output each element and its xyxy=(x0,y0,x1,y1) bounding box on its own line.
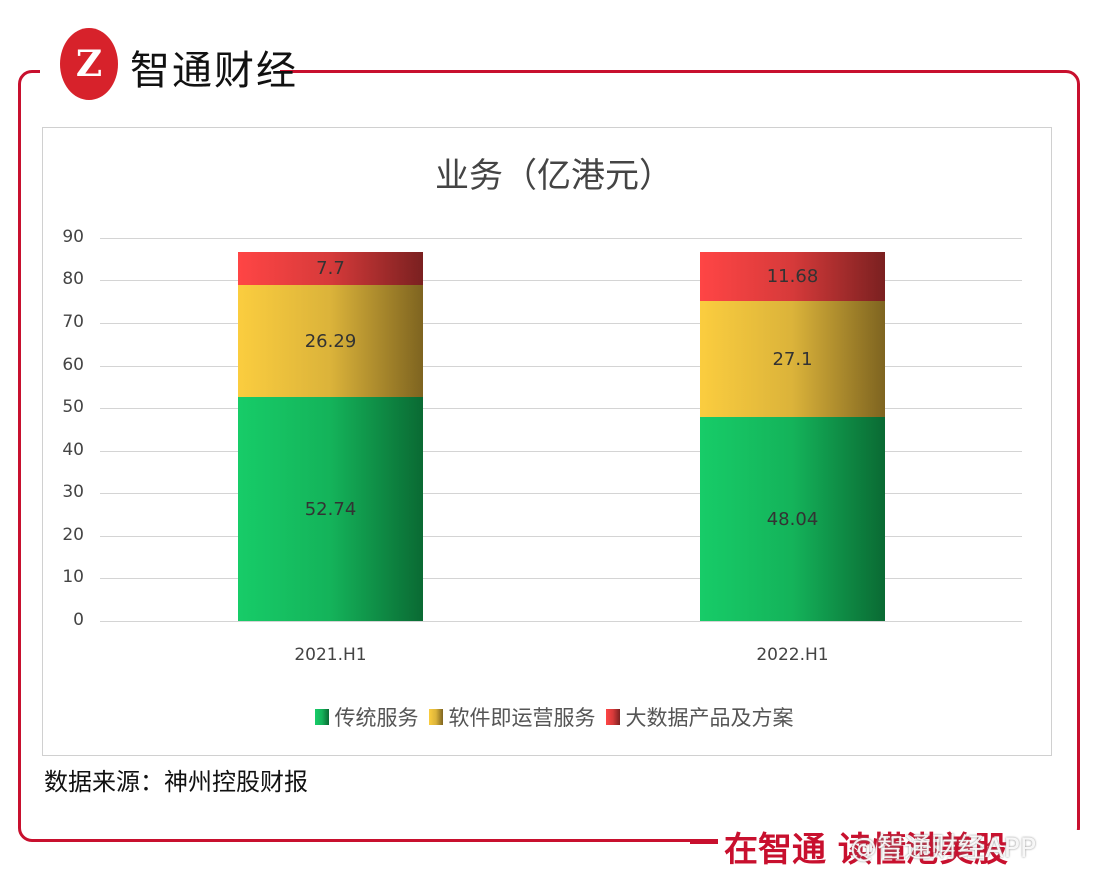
red-frame xyxy=(18,70,1080,842)
y-tick: 90 xyxy=(62,227,84,247)
legend: 传统服务 软件即运营服务 大数据产品及方案 xyxy=(0,702,1108,732)
y-tick: 40 xyxy=(62,440,84,460)
y-tick: 20 xyxy=(62,525,84,545)
segment-traditional: 52.74 xyxy=(238,397,423,621)
y-tick: 70 xyxy=(62,312,84,332)
y-tick: 80 xyxy=(62,269,84,289)
gridline xyxy=(100,280,1022,281)
legend-item-traditional: 传统服务 xyxy=(314,702,419,732)
legend-item-bigdata: 大数据产品及方案 xyxy=(605,702,794,732)
y-tick: 60 xyxy=(62,355,84,375)
gridline xyxy=(100,323,1022,324)
legend-label: 传统服务 xyxy=(334,706,419,730)
legend-swatch-icon xyxy=(605,709,620,725)
x-label: 2022.H1 xyxy=(756,645,829,665)
gridline xyxy=(100,366,1022,367)
data-source: 数据来源：神州控股财报 xyxy=(44,768,308,796)
chart-area xyxy=(42,127,1052,756)
segment-traditional: 48.04 xyxy=(700,417,885,621)
legend-label: 软件即运营服务 xyxy=(448,706,596,730)
y-tick: 10 xyxy=(62,567,84,587)
brand-name: 智通财经 xyxy=(130,48,298,94)
watermark: @智通财经APP xyxy=(850,833,1037,864)
chart-title: 业务（亿港元） xyxy=(435,156,673,196)
brand-logo-icon: Z xyxy=(60,28,118,100)
bar-2022-h1: 11.68 27.1 48.04 xyxy=(700,252,885,621)
legend-label: 大数据产品及方案 xyxy=(625,706,794,730)
legend-swatch-icon xyxy=(314,709,329,725)
gridline xyxy=(100,578,1022,579)
frame-gap xyxy=(718,830,1108,850)
gridline xyxy=(100,493,1022,494)
x-label: 2021.H1 xyxy=(294,645,367,665)
gridline xyxy=(100,536,1022,537)
legend-item-saas: 软件即运营服务 xyxy=(428,702,596,732)
segment-bigdata: 11.68 xyxy=(700,252,885,301)
footer-divider xyxy=(690,841,718,844)
segment-bigdata: 7.7 xyxy=(238,252,423,285)
gridline xyxy=(100,408,1022,409)
segment-saas: 26.29 xyxy=(238,285,423,397)
gridline xyxy=(100,451,1022,452)
gridline xyxy=(100,238,1022,239)
y-tick: 50 xyxy=(62,397,84,417)
bar-2021-h1: 7.7 26.29 52.74 xyxy=(238,252,423,621)
gridline xyxy=(100,621,1022,622)
legend-swatch-icon xyxy=(428,709,443,725)
y-tick: 0 xyxy=(73,610,84,630)
segment-saas: 27.1 xyxy=(700,301,885,417)
y-tick: 30 xyxy=(62,482,84,502)
footer-slogan: 在智通 读懂港美股 xyxy=(724,830,1008,870)
